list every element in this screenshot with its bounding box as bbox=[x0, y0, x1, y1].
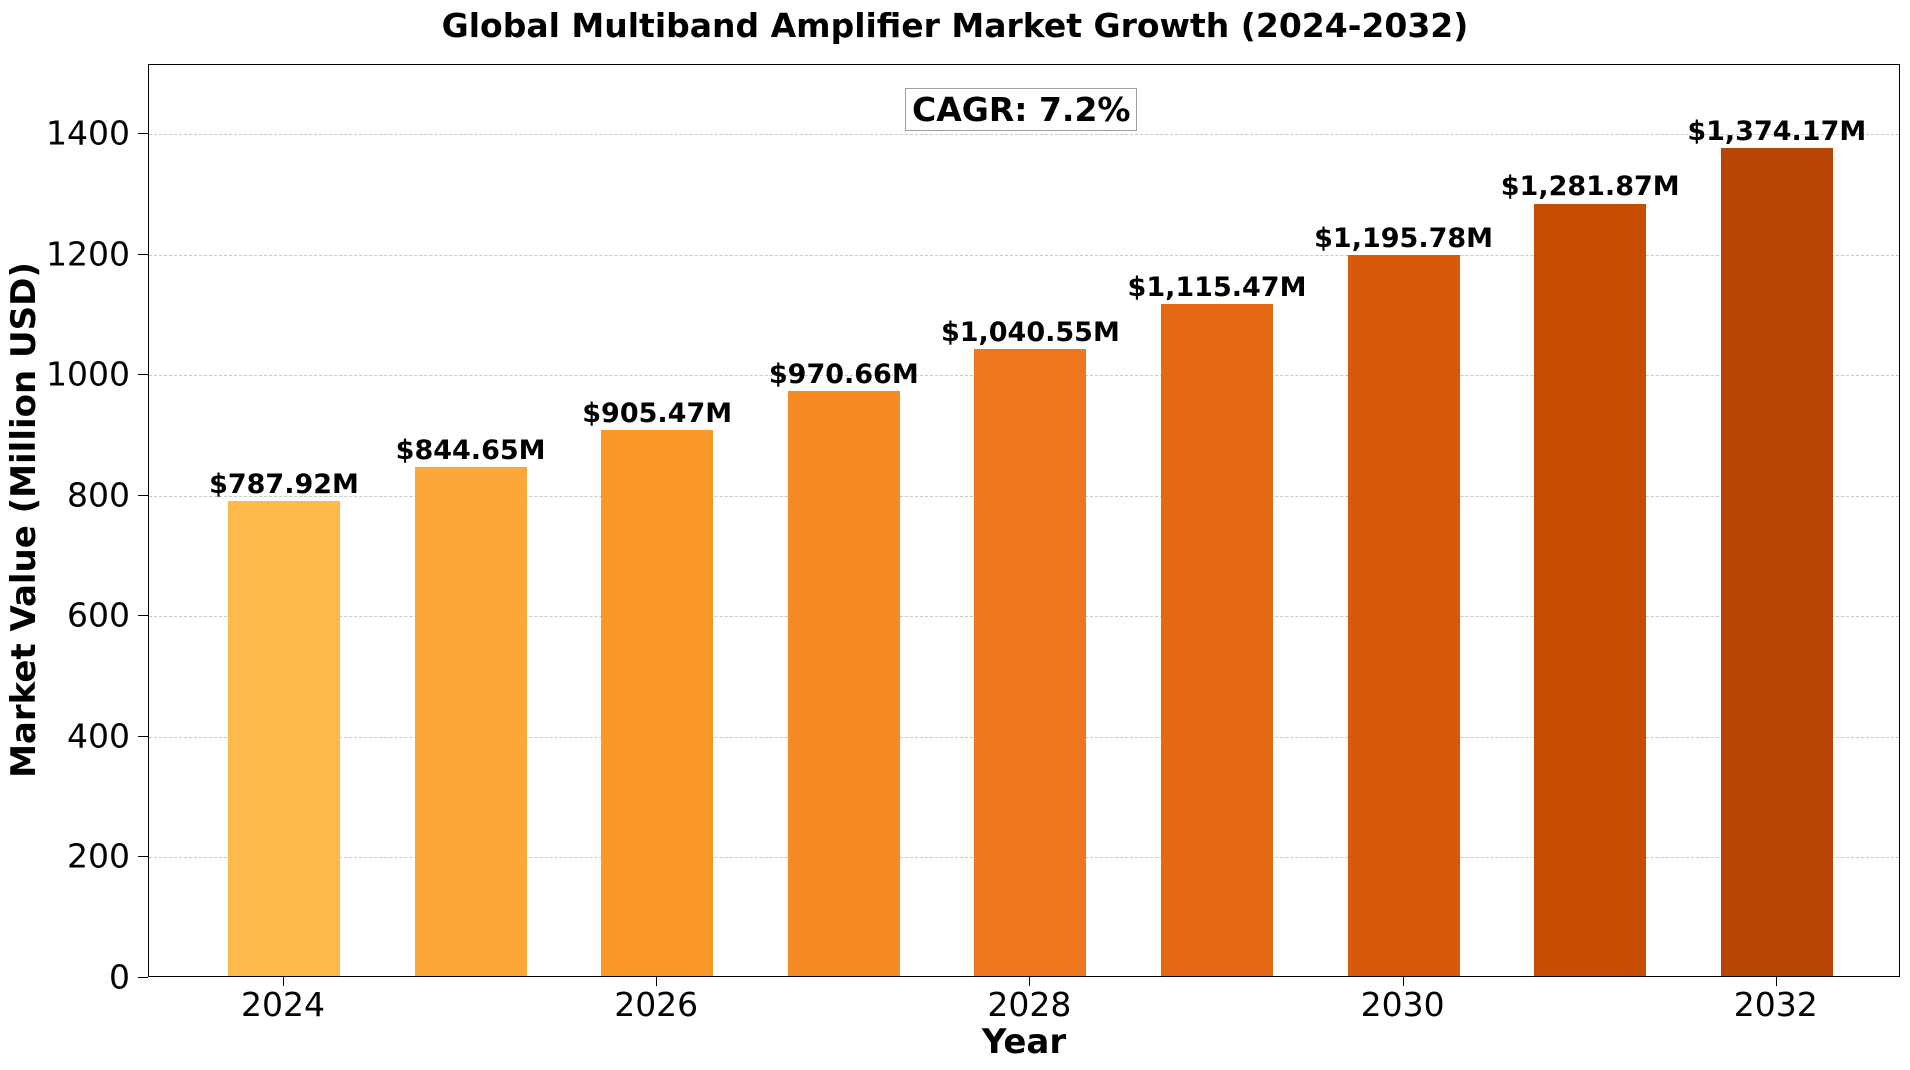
bar-value-label: $970.66M bbox=[768, 359, 919, 391]
y-tick-label: 200 bbox=[67, 836, 130, 876]
bar-value-label: $787.92M bbox=[209, 469, 359, 501]
chart-title: Global Multiband Amplifier Market Growth… bbox=[441, 6, 1469, 45]
bar-2028 bbox=[974, 348, 1087, 976]
y-tick bbox=[138, 253, 148, 255]
y-tick bbox=[138, 977, 148, 978]
y-tick bbox=[138, 133, 148, 135]
bar-value-label: $1,115.47M bbox=[1127, 271, 1307, 303]
y-tick bbox=[138, 494, 148, 496]
x-tick-label: 2028 bbox=[987, 985, 1072, 1024]
y-tick bbox=[138, 856, 148, 858]
y-tick-label: 800 bbox=[67, 475, 130, 515]
bar-2030 bbox=[1347, 255, 1460, 976]
x-tick bbox=[1029, 977, 1031, 986]
y-tick-label: 400 bbox=[67, 716, 130, 756]
x-tick-label: 2030 bbox=[1360, 985, 1445, 1024]
x-axis-label: Year bbox=[981, 1022, 1067, 1062]
cagr-annotation: CAGR: 7.2% bbox=[905, 88, 1138, 131]
gridline bbox=[149, 134, 1899, 136]
x-tick bbox=[1402, 977, 1404, 986]
x-tick bbox=[656, 977, 658, 986]
y-axis-label: Market Value (Million USD) bbox=[4, 262, 44, 778]
y-tick bbox=[138, 615, 148, 617]
y-tick bbox=[138, 735, 148, 737]
y-tick-label: 1000 bbox=[46, 354, 130, 394]
plot-area: $787.92M $844.65M $905.47M $970.66M $1,040.5… bbox=[148, 64, 1900, 977]
bar-value-label: $844.65M bbox=[395, 434, 546, 466]
y-tick-label: 1200 bbox=[46, 234, 130, 274]
bar-value-label: $1,195.78M bbox=[1314, 223, 1494, 255]
x-tick-label: 2026 bbox=[614, 985, 699, 1024]
bar-2027 bbox=[787, 391, 900, 976]
gridline bbox=[149, 254, 1899, 256]
y-tick bbox=[138, 374, 148, 376]
bar-2032 bbox=[1720, 147, 1833, 976]
y-tick-label: 1400 bbox=[46, 113, 130, 153]
x-tick-label: 2024 bbox=[241, 985, 325, 1024]
bar-value-label: $1,281.87M bbox=[1500, 171, 1680, 203]
bar-2024 bbox=[228, 501, 340, 976]
bar-value-label: $1,374.17M bbox=[1687, 115, 1867, 147]
x-tick-label: 2032 bbox=[1733, 985, 1818, 1024]
bar-2029 bbox=[1161, 303, 1273, 976]
y-tick-label: 600 bbox=[67, 595, 130, 635]
bar-2031 bbox=[1534, 203, 1647, 976]
bar-2026 bbox=[601, 430, 714, 976]
bar-value-label: $905.47M bbox=[582, 398, 733, 430]
x-tick bbox=[283, 977, 284, 986]
y-tick-label: 0 bbox=[109, 957, 130, 997]
bar-2025 bbox=[414, 466, 527, 976]
bar-value-label: $1,040.55M bbox=[940, 316, 1120, 348]
x-tick bbox=[1775, 977, 1777, 986]
